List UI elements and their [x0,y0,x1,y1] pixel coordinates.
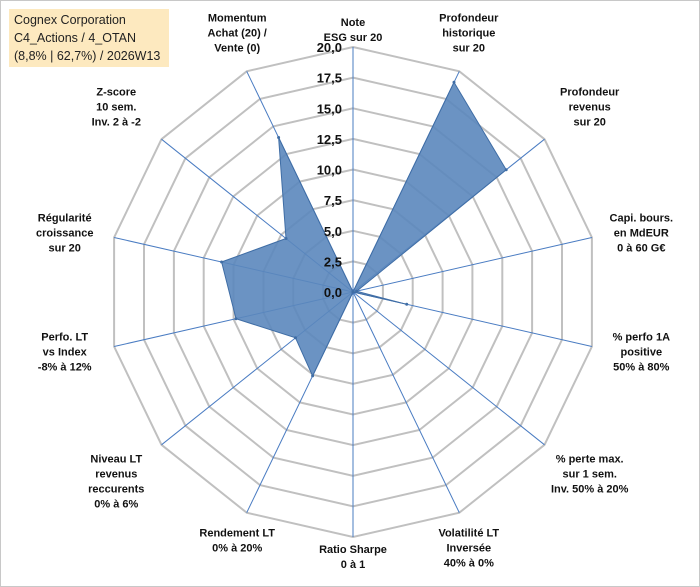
data-point [220,260,224,264]
axis-label-line: historique [442,27,495,39]
data-point [351,290,355,294]
data-point [355,289,359,293]
data-point [284,237,288,240]
tick-label: 2,5 [324,254,342,269]
axis-label-line: 0% à 20% [212,543,262,555]
axis-label-line: vs Index [43,346,88,358]
axis-label-line: Z-score [96,87,136,99]
period-label: (8,8% | 62,7%) / 2026W13 [14,49,161,63]
axis-label: Momentum Achat (20) / Vente (0) [208,12,267,54]
axis-label: Z-score 10 sem. Inv. 2 à -2 [92,87,141,129]
axis-label: % perte max. sur 1 sem. Inv. 50% à 20% [551,454,629,496]
tick-label: 7,5 [324,193,342,208]
axis-label: Note ESG sur 20 [324,17,383,44]
axis-label-line: sur 20 [573,117,605,129]
tick-label: 0,0 [324,285,342,300]
axis-label-line: sur 20 [48,243,80,255]
axis-label-line: Inv. 50% à 20% [551,484,629,496]
axis-label-line: Profondeur [560,87,620,99]
data-point [405,302,409,306]
data-point [504,168,508,172]
axis-label-line: 0% à 6% [94,499,138,511]
axis-label-line: -8% à 12% [38,361,92,373]
tick-label: 10,0 [317,163,342,178]
axis-label-line: % perfo 1A [613,331,671,343]
axis-label: Régularité croissance sur 20 [36,213,93,255]
axis-label: % perfo 1A positive 50% à 80% [613,331,671,373]
axis-label: Niveau LT revenus reccurents 0% à 6% [88,454,144,511]
axis-label-line: Note [341,17,365,29]
data-point [452,80,456,84]
axis-label: Volatilité LT Inversée 40% à 0% [438,528,499,570]
axis-spoke [352,291,545,446]
axis-label-line: reccurents [88,484,144,496]
axis-label-line: 40% à 0% [444,558,494,570]
axis-label-line: Momentum [208,12,267,24]
axis-label-line: Vente (0) [214,42,260,54]
tick-label: 5,0 [324,224,342,239]
company-name: Cognex Corporation [14,13,126,27]
axis-label-line: ESG sur 20 [324,32,383,44]
axis-label-line: 10 sem. [96,102,136,114]
data-point [234,317,238,321]
axis-label-line: positive [621,346,663,358]
axis-label-line: Capi. bours. [610,213,674,225]
tick-label: 20,0 [317,40,342,55]
axis-spoke [352,237,593,293]
portfolio-label: C4_Actions / 4_OTAN [14,31,137,45]
axis-label-line: sur 20 [453,42,485,54]
axis-label-line: Inv. 2 à -2 [92,117,141,129]
axis-label: Profondeur revenus sur 20 [560,87,620,129]
data-point [294,336,297,340]
axis-label: Ratio Sharpe 0 à 1 [319,544,387,571]
tick-label: 17,5 [317,71,342,86]
axis-label: Profondeur historique sur 20 [439,12,499,54]
data-point [311,374,315,378]
axis-label-line: en MdEUR [614,228,669,240]
axis-label-line: Régularité [38,213,92,225]
axis-label: Rendement LT 0% à 20% [199,528,275,555]
axis-label-line: Rendement LT [199,528,275,540]
data-series-area [221,81,507,378]
chart-title-box: Cognex Corporation C4_Actions / 4_OTAN (… [9,9,169,67]
data-point [277,136,281,139]
axis-label-line: Volatilité LT [438,528,499,540]
axis-label: Capi. bours. en MdEUR 0 à 60 G€ [610,213,674,255]
axis-label-line: 0 à 1 [341,559,365,571]
axis-label-line: revenus [95,469,137,481]
axis-label: Perfo. LT vs Index -8% à 12% [38,331,92,373]
axis-label-line: Niveau LT [90,454,142,466]
axis-label-line: croissance [36,228,93,240]
tick-label: 12,5 [317,132,342,147]
axis-label-line: 0 à 60 G€ [617,243,665,255]
axis-label-line: Inversée [446,543,491,555]
axis-label-line: sur 1 sem. [562,469,616,481]
axis-label-line: % perte max. [556,454,624,466]
tick-label: 15,0 [317,101,342,116]
axis-label-line: Ratio Sharpe [319,544,387,556]
axis-label-line: Perfo. LT [41,331,88,343]
axis-label-line: revenus [569,102,611,114]
axis-label-line: Achat (20) / [208,27,267,39]
axis-label-line: 50% à 80% [613,361,669,373]
axis-spoke [352,291,460,513]
axis-label-line: Profondeur [439,12,499,24]
